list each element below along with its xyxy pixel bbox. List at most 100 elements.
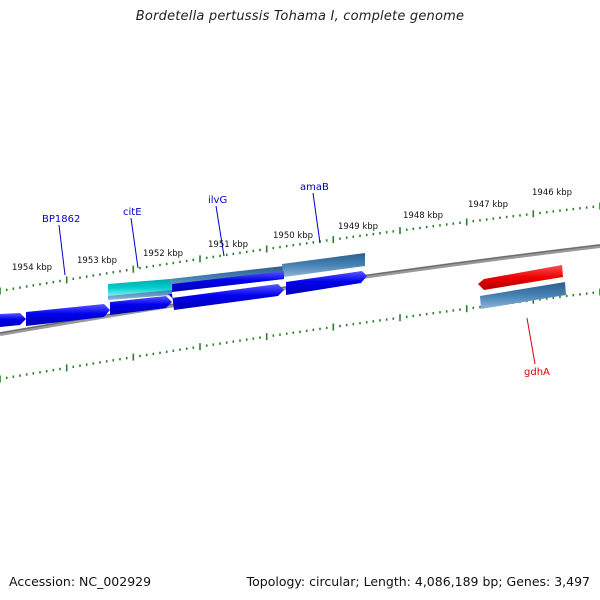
outer-minor-tick: [245, 250, 248, 254]
outer-minor-tick: [285, 244, 288, 248]
inner-minor-tick: [299, 330, 301, 333]
outer-minor-tick: [292, 244, 295, 247]
inner-minor-tick: [452, 309, 455, 312]
outer-minor-tick: [385, 231, 388, 234]
outer-minor-tick: [152, 264, 155, 268]
cds-feature-steel-2[interactable]: [480, 282, 566, 309]
cds-feature-red-gdhA[interactable]: [478, 265, 563, 290]
map-title: Bordetella pertussis Tohama I, complete …: [135, 9, 465, 24]
inner-major-tick: [332, 323, 335, 331]
inner-major-tick: [132, 353, 135, 361]
gene-label-amaB[interactable]: amaB: [300, 182, 329, 193]
inner-minor-tick: [552, 296, 555, 299]
inner-minor-tick: [192, 346, 195, 349]
outer-minor-tick: [379, 232, 381, 235]
outer-minor-tick: [345, 236, 348, 239]
outer-minor-tick: [145, 265, 148, 269]
outer-minor-tick: [492, 217, 495, 220]
outer-minor-tick: [185, 259, 188, 263]
cds-feature-blue-3[interactable]: [168, 284, 284, 310]
inner-minor-tick: [85, 363, 88, 366]
inner-minor-tick: [379, 319, 381, 322]
cds-feature-blue-1[interactable]: [0, 313, 26, 327]
inner-minor-tick: [272, 334, 275, 337]
inner-minor-tick: [119, 358, 121, 361]
outer-minor-tick: [445, 223, 448, 226]
inner-minor-tick: [472, 306, 475, 310]
inner-minor-tick: [185, 347, 188, 350]
outer-minor-tick: [559, 209, 561, 212]
gene-label-BP1862[interactable]: BP1862: [42, 214, 80, 225]
inner-major-tick: [465, 305, 468, 313]
outer-minor-tick: [72, 277, 75, 280]
inner-minor-tick: [79, 364, 81, 367]
outer-minor-tick: [579, 207, 581, 210]
outer-major-tick: [465, 218, 468, 226]
outer-minor-tick: [339, 237, 341, 240]
outer-minor-tick: [359, 234, 361, 238]
inner-major-tick: [0, 375, 1, 383]
outer-minor-tick: [405, 228, 408, 231]
inner-minor-tick: [459, 308, 461, 311]
inner-minor-tick: [545, 297, 548, 300]
outer-minor-tick: [572, 207, 575, 211]
inner-minor-tick: [365, 321, 368, 324]
inner-minor-tick: [259, 336, 261, 339]
outer-minor-tick: [352, 235, 355, 238]
inner-minor-tick: [205, 344, 208, 347]
outer-minor-tick: [232, 252, 235, 256]
outer-minor-tick: [499, 216, 501, 219]
cds-feature-blue-inner[interactable]: [172, 271, 284, 292]
cds-feature-blue-4[interactable]: [286, 271, 367, 295]
scale-label-1949: 1949 kbp: [338, 222, 378, 232]
outer-minor-tick: [392, 230, 395, 233]
leader-line-ilvG: [215, 205, 225, 257]
scale-label-1950: 1950 kbp: [273, 231, 313, 241]
scale-label-1954: 1954 kbp: [12, 263, 52, 273]
outer-minor-tick: [252, 249, 255, 253]
cds-feature-steel-amaB[interactable]: [282, 253, 365, 277]
outer-minor-tick: [425, 225, 428, 229]
outer-minor-tick: [112, 271, 115, 274]
inner-major-tick: [65, 364, 68, 372]
inner-minor-tick: [72, 365, 75, 368]
cds-feature-blue-2[interactable]: [110, 296, 172, 315]
outer-minor-tick: [459, 221, 461, 224]
inner-minor-tick: [305, 329, 308, 332]
cds-feature-cyan-citE[interactable]: [108, 279, 172, 296]
inner-minor-tick: [479, 305, 481, 309]
outer-minor-tick: [225, 253, 228, 257]
outer-minor-tick: [525, 213, 528, 216]
inner-minor-tick: [312, 328, 315, 331]
outer-minor-tick: [59, 279, 61, 283]
outer-minor-tick: [565, 208, 568, 211]
inner-major-tick: [199, 343, 201, 351]
inner-minor-tick: [5, 376, 8, 380]
inner-minor-tick: [39, 371, 41, 374]
outer-minor-tick: [45, 282, 48, 285]
accession-label: Accession: NC_002929: [9, 574, 152, 589]
inner-minor-tick: [159, 351, 161, 355]
gene-label-citE[interactable]: citE: [123, 207, 142, 218]
inner-minor-tick: [152, 352, 155, 356]
inner-minor-tick: [145, 353, 148, 357]
cds-feature-blue-BP1862[interactable]: [26, 304, 110, 326]
inner-minor-tick: [125, 356, 128, 360]
inner-minor-tick: [439, 311, 441, 314]
inner-minor-tick: [12, 375, 15, 378]
outer-minor-tick: [179, 260, 181, 264]
gene-label-gdhA[interactable]: gdhA: [524, 367, 550, 378]
gene-label-ilvG[interactable]: ilvG: [208, 195, 227, 206]
genome-summary: Topology: circular; Length: 4,086,189 bp…: [246, 574, 590, 589]
outer-minor-tick: [299, 243, 301, 246]
inner-minor-tick: [579, 293, 581, 296]
inner-minor-tick: [345, 323, 348, 327]
outer-minor-tick: [512, 215, 515, 218]
outer-minor-tick: [485, 218, 488, 221]
inner-major-tick: [265, 333, 268, 341]
scale-label-1952: 1952 kbp: [143, 249, 183, 259]
outer-minor-tick: [19, 286, 21, 289]
outer-minor-tick: [79, 276, 81, 279]
outer-minor-tick: [239, 251, 241, 255]
outer-minor-tick: [99, 273, 101, 276]
